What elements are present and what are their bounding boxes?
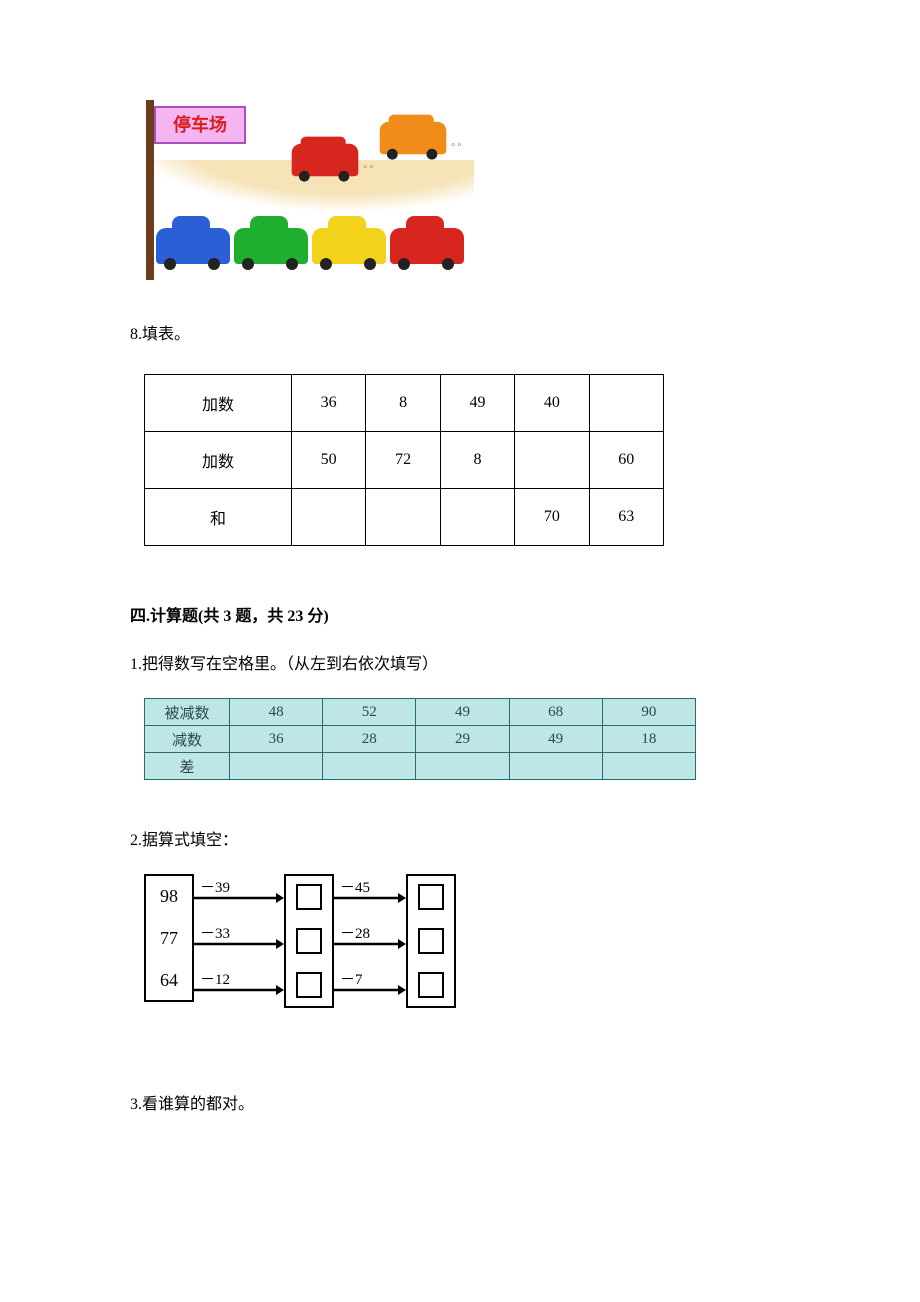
cell (291, 489, 365, 546)
cell: 49 (509, 726, 602, 753)
flow-op-label: －12 (200, 968, 230, 989)
dust-icon: ∘∘ (450, 140, 463, 151)
table-row: 差 (145, 753, 696, 780)
parking-sign: 停车场 (154, 106, 246, 144)
cell: 29 (416, 726, 509, 753)
flow-op-label: －45 (340, 876, 370, 897)
cell (323, 753, 416, 780)
cell: 48 (230, 699, 323, 726)
flow-start-value: 98 (160, 882, 178, 910)
table-row: 和 70 63 (145, 489, 664, 546)
flow-mid-col (284, 874, 334, 1008)
flow-arrow: －33 (194, 938, 284, 958)
row-header: 加数 (145, 432, 292, 489)
flow-end-col (406, 874, 456, 1008)
table-row: 被减数 48 52 49 68 90 (145, 699, 696, 726)
row-header: 被减数 (145, 699, 230, 726)
flow-blank-box (418, 884, 444, 910)
cell: 40 (515, 375, 589, 432)
table-row: 减数 36 28 29 49 18 (145, 726, 696, 753)
cell (602, 753, 695, 780)
flow-blank-box (296, 928, 322, 954)
flow-arrow: －28 (334, 938, 406, 958)
cell: 60 (589, 432, 663, 489)
flow-arrow: －39 (194, 892, 284, 912)
car-green (234, 228, 308, 264)
cell: 49 (440, 375, 514, 432)
cell: 50 (291, 432, 365, 489)
cell: 36 (230, 726, 323, 753)
parking-illustration: 停车场 ∘∘ ∘∘ (130, 100, 470, 280)
cell: 68 (509, 699, 602, 726)
flow-start-value: 77 (160, 924, 178, 952)
cell: 49 (416, 699, 509, 726)
flow-op-label: －33 (200, 922, 230, 943)
flow-arrow: －7 (334, 984, 406, 1004)
row-header: 差 (145, 753, 230, 780)
cell: 90 (602, 699, 695, 726)
cell (509, 753, 602, 780)
car-orange-top (380, 122, 447, 154)
sign-post (146, 100, 154, 280)
table-row: 加数 36 8 49 40 (145, 375, 664, 432)
row-header: 减数 (145, 726, 230, 753)
cell (416, 753, 509, 780)
flow-start-col: 98 77 64 (144, 874, 194, 1002)
flow-diagram: 98 77 64 －39 －33 －12 －45 (144, 874, 444, 1034)
flow-op-label: －28 (340, 922, 370, 943)
flow-blank-box (418, 972, 444, 998)
cell: 8 (440, 432, 514, 489)
flow-blank-box (418, 928, 444, 954)
cell: 36 (291, 375, 365, 432)
car-yellow (312, 228, 386, 264)
cell: 52 (323, 699, 416, 726)
cell (589, 375, 663, 432)
cell: 70 (515, 489, 589, 546)
car-red (390, 228, 464, 264)
section-4-title: 四.计算题(共 3 题，共 23 分) (130, 602, 790, 626)
cell: 18 (602, 726, 695, 753)
flow-op-label: －39 (200, 876, 230, 897)
question-8-label: 8.填表。 (130, 320, 790, 344)
row-header: 加数 (145, 375, 292, 432)
s4-q3-label: 3.看谁算的都对。 (130, 1090, 790, 1114)
flow-blank-box (296, 884, 322, 910)
cell: 28 (323, 726, 416, 753)
flow-arrow: －45 (334, 892, 406, 912)
cell (515, 432, 589, 489)
flow-op-label: －7 (340, 968, 363, 989)
dust-icon: ∘∘ (362, 162, 375, 173)
subtraction-table: 被减数 48 52 49 68 90 减数 36 28 29 49 18 差 (144, 698, 696, 780)
flow-blank-box (296, 972, 322, 998)
table-row: 加数 50 72 8 60 (145, 432, 664, 489)
s4-q1-label: 1.把得数写在空格里。（从左到右依次填写） (130, 650, 790, 674)
flow-start-value: 64 (160, 966, 178, 994)
cell: 63 (589, 489, 663, 546)
cell (366, 489, 440, 546)
row-header: 和 (145, 489, 292, 546)
cell: 72 (366, 432, 440, 489)
s4-q2-label: 2.据算式填空： (130, 826, 790, 850)
cell (440, 489, 514, 546)
flow-arrow: －12 (194, 984, 284, 1004)
addition-table: 加数 36 8 49 40 加数 50 72 8 60 和 70 63 (144, 374, 664, 546)
cell: 8 (366, 375, 440, 432)
car-blue (156, 228, 230, 264)
cell (230, 753, 323, 780)
car-red-top (292, 144, 359, 176)
